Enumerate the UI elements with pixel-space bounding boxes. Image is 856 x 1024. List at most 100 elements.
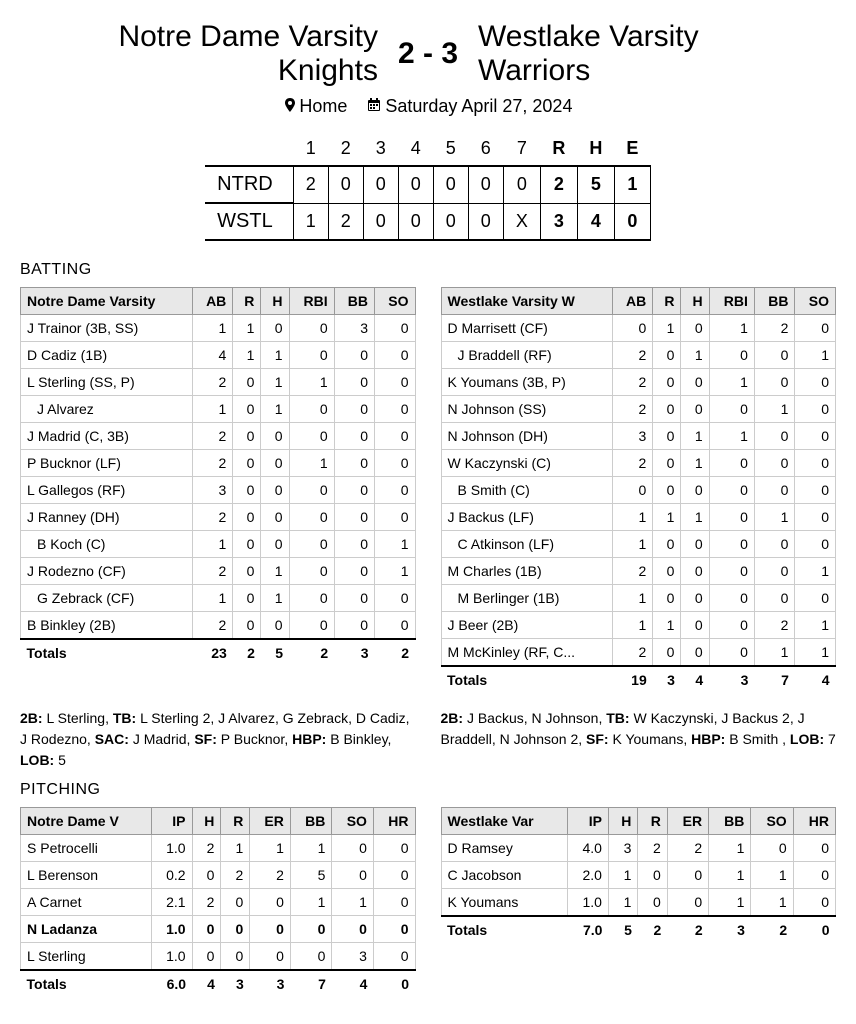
stat-cell: 2 [612,639,653,667]
player-name: M Berlinger (1B) [441,585,612,612]
inning-cell: 0 [468,203,503,240]
team-header: Westlake Varsity W [441,288,612,315]
stat-cell: 0 [289,315,334,342]
totals-cell: 5 [608,916,637,943]
stat-col-header: SO [332,808,374,835]
away-team-name: Notre Dame Varsity Knights [78,20,378,88]
stat-cell: 3 [612,423,653,450]
stat-row: J Trainor (3B, SS)110030 [21,315,416,342]
player-name: N Ladanza [21,916,152,943]
stat-row: S Petrocelli1.0211100 [21,835,416,862]
stat-cell: 0 [290,916,332,943]
summary-cell: 1 [614,166,650,203]
stat-cell: 0 [334,585,374,612]
stat-cell: 1 [290,835,332,862]
stat-col-header: ER [250,808,291,835]
stat-cell: 1 [612,612,653,639]
totals-cell: 0 [793,916,835,943]
stat-cell: 0 [334,450,374,477]
stat-cell: 3 [334,315,374,342]
stat-cell: 2 [754,612,795,639]
totals-cell: 2 [233,639,261,666]
stat-cell: 1 [261,585,289,612]
summary-cell: 4 [577,203,614,240]
player-name: G Zebrack (CF) [21,585,193,612]
note-text: J Backus, N Johnson, [463,710,606,726]
stat-cell: 0 [709,585,754,612]
stat-cell: 0 [795,450,836,477]
stat-cell: 0 [233,504,261,531]
totals-cell: 5 [261,639,289,666]
stat-cell: 0 [261,423,289,450]
stat-cell: 0 [375,342,415,369]
stat-cell: 0 [709,639,754,667]
stat-cell: 1 [612,531,653,558]
stat-cell: 1 [261,396,289,423]
home-team-name: Westlake Varsity Warriors [478,20,778,88]
stat-cell: 1.0 [567,889,608,917]
stat-cell: 0 [289,477,334,504]
stat-cell: 0 [375,612,415,640]
stat-cell: 0 [795,585,836,612]
stat-cell: 2 [612,369,653,396]
stat-cell: 0 [373,916,415,943]
stat-col-header: BB [290,808,332,835]
stat-row: C Atkinson (LF)100000 [441,531,836,558]
stat-col-header: HR [793,808,835,835]
stat-cell: 0 [795,477,836,504]
stat-cell: 0 [667,862,708,889]
stat-cell: 0 [334,612,374,640]
stat-cell: 1 [375,558,415,585]
note-text: 5 [54,752,66,768]
stat-row: M Charles (1B)200001 [441,558,836,585]
stat-cell: 0 [795,315,836,342]
stat-cell: 0 [250,916,291,943]
stat-cell: 1 [709,835,751,862]
stat-cell: 0 [289,423,334,450]
stat-cell: 0 [233,477,261,504]
stat-cell: 0 [289,612,334,640]
totals-cell: 23 [192,639,232,666]
totals-row: Totals2325232 [21,639,416,666]
totals-cell: 2 [667,916,708,943]
stat-cell: 1 [261,369,289,396]
stat-row: L Sterling1.0000030 [21,943,416,971]
stat-cell: 1 [261,558,289,585]
inning-cell: 0 [468,166,503,203]
stat-cell: 0 [261,504,289,531]
totals-label: Totals [21,639,193,666]
player-name: J Trainor (3B, SS) [21,315,193,342]
totals-label: Totals [441,666,612,693]
stat-cell: 0 [709,396,754,423]
stat-cell: 2 [612,396,653,423]
totals-cell: 7.0 [567,916,608,943]
stat-cell: 1 [290,889,332,916]
inning-cell: 0 [503,166,540,203]
pitching-tables: Notre Dame VIPHRERBBSOHR S Petrocelli1.0… [20,807,836,997]
stat-cell: 1 [192,396,232,423]
stat-cell: 2 [638,835,667,862]
stat-cell: 1 [709,889,751,917]
stat-cell: 2.0 [567,862,608,889]
stat-cell: 1 [754,639,795,667]
player-name: J Madrid (C, 3B) [21,423,193,450]
stat-row: J Ranney (DH)200000 [21,504,416,531]
player-name: L Berenson [21,862,152,889]
player-name: N Johnson (SS) [441,396,612,423]
stat-cell: 2 [192,369,232,396]
stat-row: N Johnson (SS)200010 [441,396,836,423]
stat-row: J Braddell (RF)201001 [441,342,836,369]
stat-cell: 2 [192,612,232,640]
inning-header: 2 [328,132,363,166]
stat-cell: 0 [373,889,415,916]
note-text: B Smith , [725,731,790,747]
stat-cell: 0 [373,835,415,862]
stat-cell: 1 [754,396,795,423]
stat-row: W Kaczynski (C)201000 [441,450,836,477]
stat-cell: 0 [793,835,835,862]
player-name: L Gallegos (RF) [21,477,193,504]
stat-cell: 2.1 [151,889,192,916]
stat-col-header: R [638,808,667,835]
stat-col-header: AB [192,288,232,315]
stat-col-header: RBI [709,288,754,315]
